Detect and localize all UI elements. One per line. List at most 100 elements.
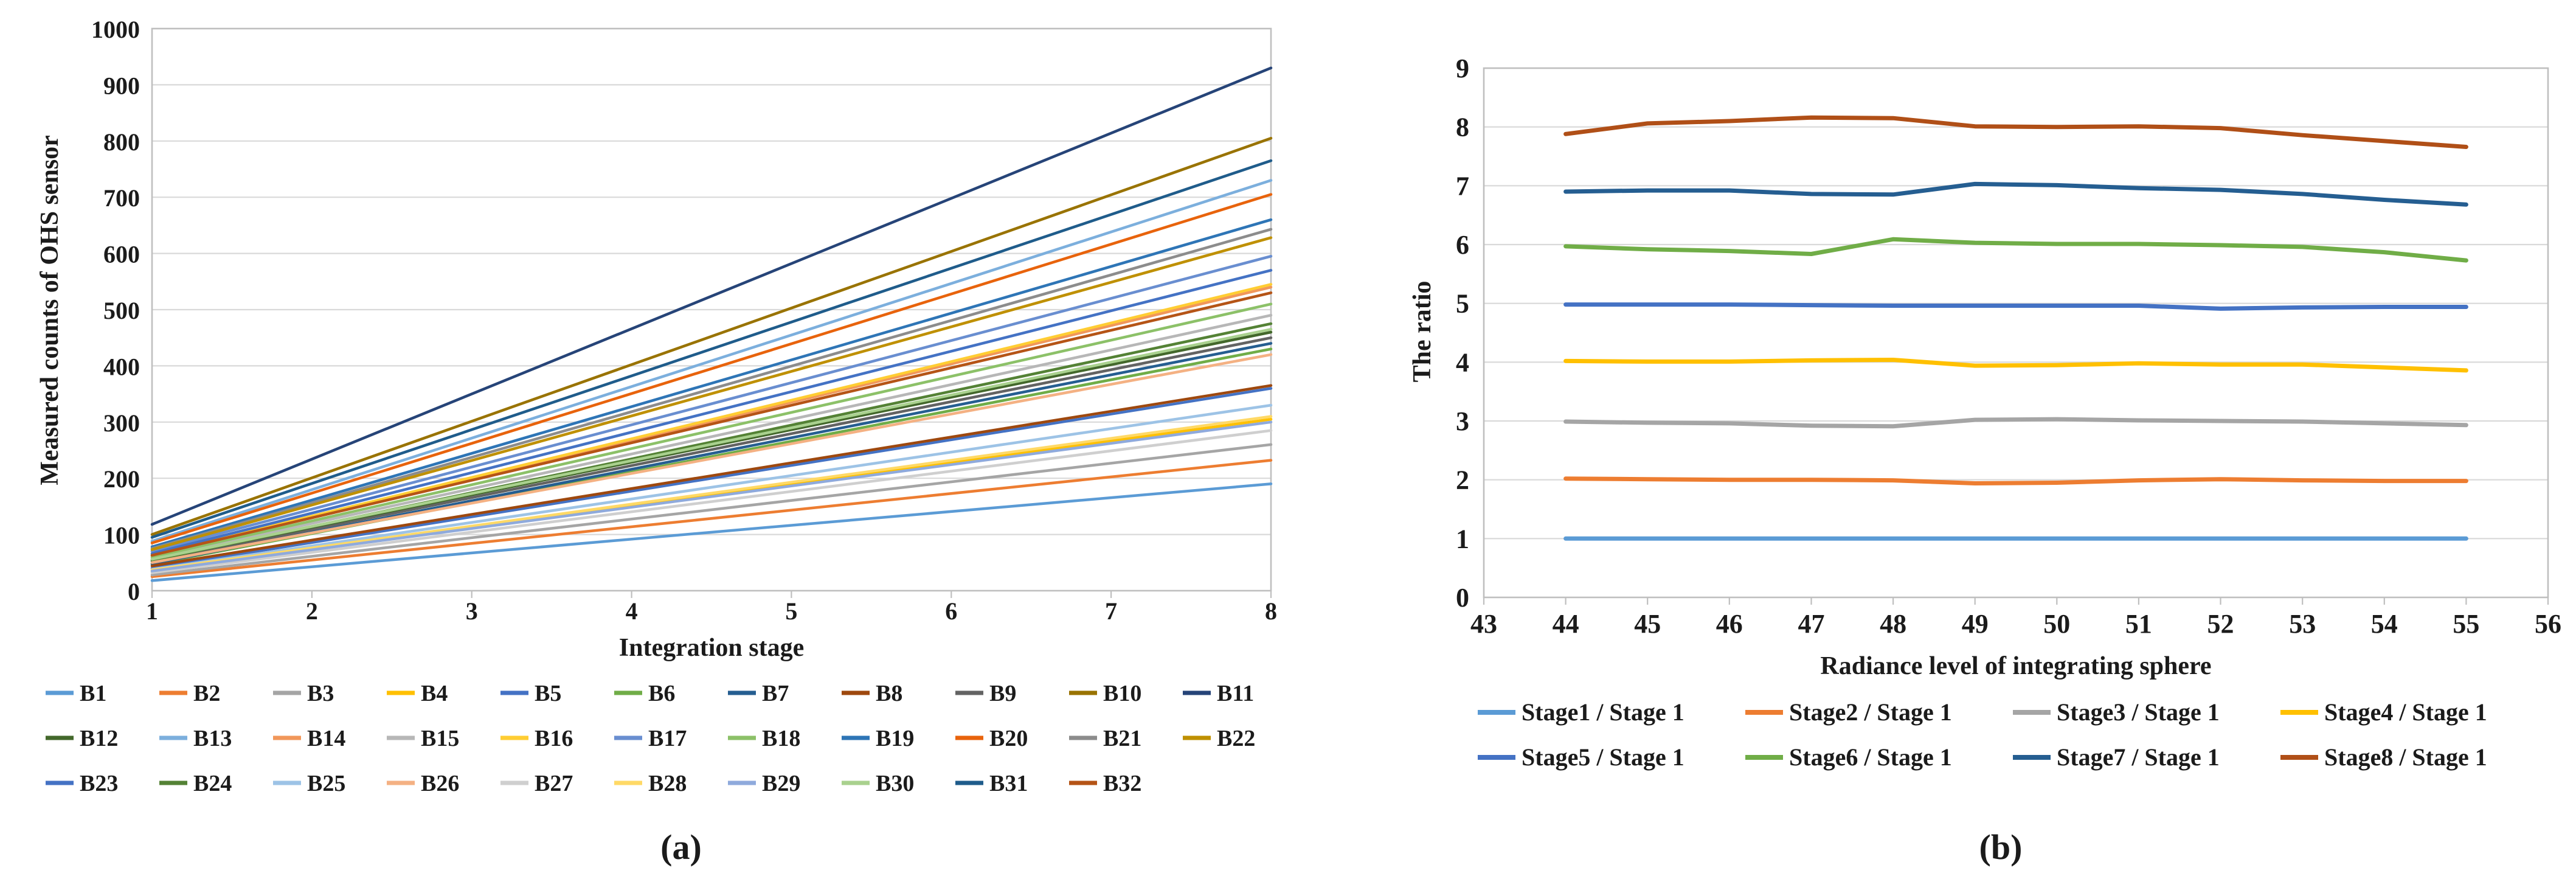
legend-item-B28: B28 <box>614 771 687 796</box>
legend-item-B32: B32 <box>1069 771 1141 796</box>
plot-border <box>151 27 1272 592</box>
x-tick-label: 53 <box>2289 609 2316 639</box>
legend-item-B13: B13 <box>159 726 232 751</box>
legend-label: Stage4 / Stage 1 <box>2324 698 2487 726</box>
legend-label: B2 <box>193 681 220 706</box>
legend-label: B14 <box>307 726 345 751</box>
legend-item-B9: B9 <box>955 681 1016 706</box>
series-line-Stage2Stage1 <box>1563 476 2468 485</box>
legend-item-B10: B10 <box>1069 681 1141 706</box>
legend-item-B11: B11 <box>1183 681 1254 706</box>
legend-item-B25: B25 <box>273 771 345 796</box>
chart-a-legend: B1 B2 B3 B4 B5 B6 B7 B8 B9 B10 B11 B12 B13 B14 B15 B16 B… <box>46 681 1255 796</box>
series-line-B8 <box>150 384 1273 568</box>
y-tick-label: 3 <box>1456 406 1469 436</box>
legend-label: B9 <box>989 681 1016 706</box>
legend-item-Stage6Stage1: Stage6 / Stage 1 <box>1745 743 1952 771</box>
y-tick-label: 0 <box>1456 583 1469 613</box>
legend-label: B27 <box>535 771 573 796</box>
legend-item-B5: B5 <box>500 681 561 706</box>
plot-border <box>1483 67 2549 599</box>
x-tick-label: 4 <box>626 597 638 625</box>
chart-b-legend: Stage1 / Stage 1 Stage2 / Stage 1 Stage3 /… <box>1478 698 2487 771</box>
legend-label: B30 <box>876 771 914 796</box>
caption-b: (b) <box>1979 827 2023 867</box>
legend-label: B12 <box>80 726 118 751</box>
legend-label: B25 <box>307 771 345 796</box>
legend-item-B1: B1 <box>46 681 106 706</box>
series-line-B10 <box>150 136 1273 536</box>
series-line-Stage8Stage1 <box>1563 115 2468 149</box>
legend-label: Stage5 / Stage 1 <box>1522 743 1684 771</box>
chart-a: Measured counts of OHS sensor 0 100 200 300… <box>36 16 1277 867</box>
y-tick-label: 8 <box>1456 113 1469 142</box>
legend-item-B21: B21 <box>1069 726 1141 751</box>
y-tick-label: 0 <box>128 578 140 605</box>
x-tick-label: 51 <box>2125 609 2152 639</box>
series-line-B26 <box>150 353 1273 565</box>
legend-item-B29: B29 <box>728 771 800 796</box>
legend-label: Stage8 / Stage 1 <box>2324 743 2487 771</box>
legend-item-Stage2Stage1: Stage2 / Stage 1 <box>1745 698 1952 726</box>
y-tick-label: 700 <box>103 184 140 212</box>
x-tick-label: 3 <box>466 597 478 625</box>
legend-item-B30: B30 <box>842 771 914 796</box>
legend-label: B19 <box>876 726 914 751</box>
y-tick-label: 4 <box>1456 347 1469 377</box>
x-tick-label: 5 <box>785 597 797 625</box>
x-tick-label: 49 <box>1962 609 1989 639</box>
legend-label: B21 <box>1103 726 1141 751</box>
legend-label: B8 <box>876 681 902 706</box>
legend-label: B7 <box>762 681 789 706</box>
legend-item-B27: B27 <box>500 771 573 796</box>
x-tick-label: 52 <box>2207 609 2234 639</box>
legend-label: Stage3 / Stage 1 <box>2057 698 2220 726</box>
legend-item-B15: B15 <box>387 726 459 751</box>
y-tick-label: 900 <box>103 72 140 99</box>
y-tick-label: 400 <box>103 353 140 380</box>
x-tick-label: 46 <box>1716 609 1743 639</box>
legend-item-B31: B31 <box>955 771 1028 796</box>
y-tick-label: 7 <box>1456 171 1469 201</box>
y-tick-label: 200 <box>103 465 140 493</box>
chart-a-y-axis-title: Measured counts of OHS sensor <box>36 135 64 485</box>
legend-item-Stage3Stage1: Stage3 / Stage 1 <box>2013 698 2220 726</box>
legend-label: B20 <box>989 726 1028 751</box>
legend-item-Stage8Stage1: Stage8 / Stage 1 <box>2280 743 2487 771</box>
x-tick-label: 7 <box>1105 597 1117 625</box>
legend-item-B26: B26 <box>387 771 459 796</box>
series-line-B29 <box>150 420 1273 572</box>
legend-label: B1 <box>80 681 106 706</box>
series-line-B19 <box>150 218 1273 549</box>
legend-label: B23 <box>80 771 118 796</box>
legend-item-B14: B14 <box>273 726 345 751</box>
y-tick-label: 6 <box>1456 230 1469 260</box>
chart-b-y-axis-title: The ratio <box>1408 281 1436 383</box>
chart-b-x-axis-title: Radiance level of integrating sphere <box>1820 652 2211 680</box>
series-line-Stage7Stage1 <box>1563 181 2468 207</box>
legend-label: Stage7 / Stage 1 <box>2057 743 2220 771</box>
y-tick-label: 2 <box>1456 465 1469 495</box>
y-tick-label: 500 <box>103 297 140 324</box>
series-line-B2 <box>150 459 1273 579</box>
series-line-B32 <box>150 291 1273 557</box>
legend-label: B24 <box>193 771 232 796</box>
legend-label: B32 <box>1103 771 1141 796</box>
series-line-B16 <box>150 283 1273 557</box>
legend-item-Stage4Stage1: Stage4 / Stage 1 <box>2280 698 2487 726</box>
series-line-B18 <box>150 302 1273 558</box>
x-tick-label: 2 <box>306 597 318 625</box>
y-tick-label: 300 <box>103 409 140 437</box>
legend-label: B3 <box>307 681 334 706</box>
series-line-B3 <box>150 443 1273 577</box>
legend-item-Stage5Stage1: Stage5 / Stage 1 <box>1478 743 1684 771</box>
x-tick-label: 50 <box>2043 609 2070 639</box>
series-line-B27 <box>150 429 1273 574</box>
legend-item-B7: B7 <box>728 681 789 706</box>
legend-item-B24: B24 <box>159 771 232 796</box>
legend-item-B19: B19 <box>842 726 914 751</box>
series-line-B23 <box>150 269 1273 555</box>
